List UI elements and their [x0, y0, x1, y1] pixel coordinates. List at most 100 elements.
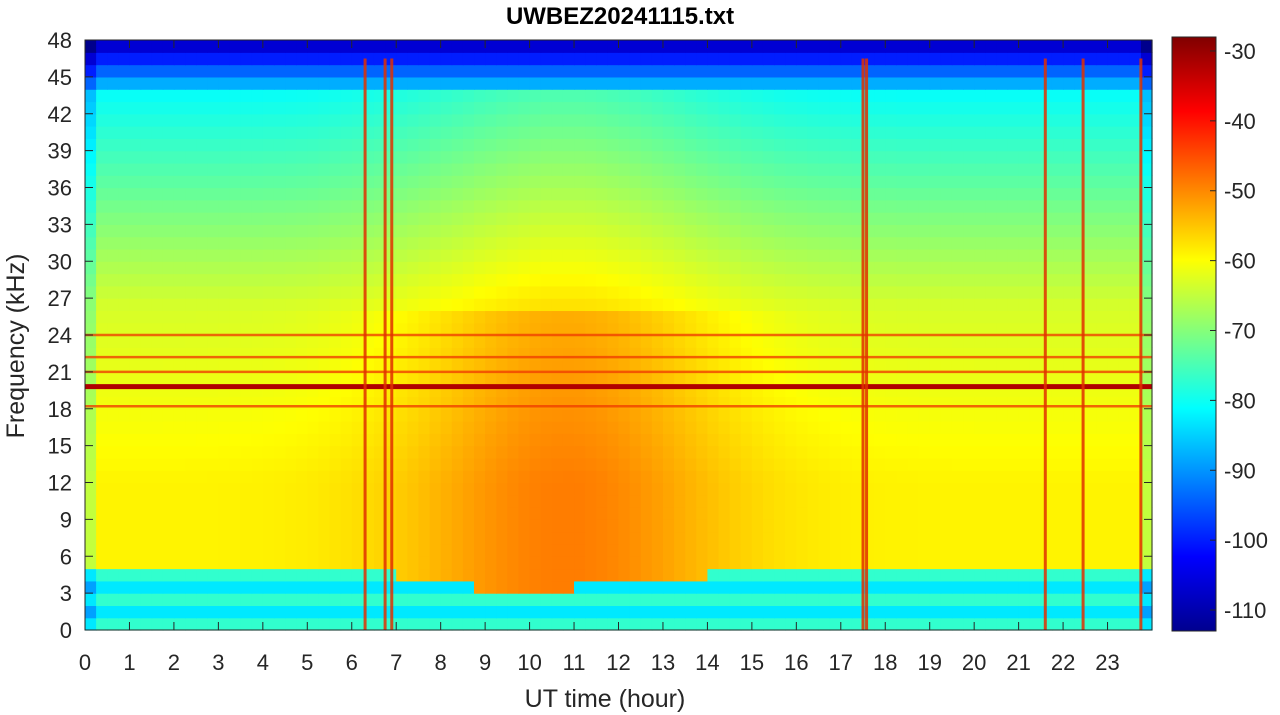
heatmap-cell: [796, 359, 809, 373]
heatmap-cell: [485, 64, 497, 78]
heatmap-cell: [618, 457, 631, 471]
heatmap-cell: [696, 126, 709, 139]
heatmap-cell: [596, 543, 608, 557]
heatmap-cell: [796, 384, 809, 398]
heatmap-cell: [1074, 224, 1086, 238]
heatmap-cell: [696, 470, 709, 484]
heatmap-cell: [107, 236, 119, 250]
heatmap-cell: [507, 162, 520, 176]
heatmap-cell: [396, 101, 408, 115]
heatmap-cell: [418, 224, 431, 238]
heatmap-cell: [774, 371, 786, 385]
heatmap-cell: [162, 64, 175, 78]
heatmap-cell: [751, 507, 764, 520]
heatmap-cell: [396, 64, 408, 78]
heatmap-cell: [373, 617, 386, 631]
heatmap-cell: [407, 298, 420, 312]
heatmap-cell: [162, 261, 175, 275]
heatmap-cell: [685, 433, 697, 447]
heatmap-cell: [207, 347, 219, 361]
heatmap-cell: [485, 322, 497, 336]
heatmap-cell: [651, 64, 664, 78]
heatmap-cell: [585, 236, 597, 250]
heatmap-cell: [1107, 457, 1120, 471]
heatmap-cell: [863, 236, 875, 250]
heatmap-cell: [851, 224, 864, 238]
heatmap-cell: [907, 580, 920, 594]
heatmap-cell: [285, 335, 297, 348]
heatmap-cell: [940, 40, 953, 53]
heatmap-cell: [762, 199, 775, 213]
heatmap-cell: [462, 371, 475, 385]
heatmap-cell: [963, 64, 975, 78]
heatmap-cell: [1007, 40, 1020, 53]
heatmap-cell: [585, 494, 597, 508]
heatmap-cell: [651, 335, 664, 348]
heatmap-cell: [418, 617, 431, 631]
heatmap-cell: [529, 359, 542, 373]
heatmap-cell: [551, 568, 564, 582]
heatmap-cell: [996, 396, 1009, 410]
heatmap-cell: [963, 199, 975, 213]
heatmap-cell: [1018, 40, 1031, 53]
heatmap-cell: [807, 580, 820, 594]
heatmap-cell: [362, 150, 375, 164]
heatmap-cell: [829, 371, 842, 385]
heatmap-cell: [1129, 421, 1142, 434]
heatmap-cell: [1096, 605, 1109, 619]
heatmap-cell: [963, 248, 975, 262]
heatmap-cell: [307, 150, 319, 164]
heatmap-cell: [874, 482, 886, 496]
heatmap-cell: [607, 519, 620, 533]
heatmap-cell: [740, 556, 753, 570]
heatmap-cell: [1063, 150, 1075, 164]
heatmap-cell: [829, 298, 842, 312]
heatmap-cell: [740, 445, 753, 459]
heatmap-cell: [918, 310, 931, 324]
heatmap-cell: [151, 617, 164, 631]
heatmap-cell: [874, 175, 886, 189]
heatmap-cell: [218, 494, 231, 508]
heatmap-cell: [474, 617, 486, 631]
heatmap-cell: [807, 101, 820, 115]
heatmap-cell: [1107, 359, 1120, 373]
heatmap-cell: [129, 445, 142, 459]
heatmap-cell: [651, 138, 664, 152]
heatmap-cell: [562, 494, 575, 508]
heatmap-cell: [273, 371, 286, 385]
heatmap-cell: [173, 40, 186, 53]
heatmap-cell: [185, 556, 197, 570]
heatmap-cell: [985, 89, 997, 103]
heatmap-cell: [629, 113, 642, 127]
heatmap-cell: [796, 335, 809, 348]
heatmap-cell: [1063, 40, 1075, 53]
heatmap-cell: [296, 89, 308, 103]
heatmap-cell: [596, 322, 608, 336]
heatmap-cell: [118, 384, 131, 398]
heatmap-cell: [651, 445, 664, 459]
heatmap-cell: [296, 580, 308, 594]
heatmap-cell: [207, 371, 219, 385]
heatmap-cell: [774, 408, 786, 422]
heatmap-cell: [273, 408, 286, 422]
heatmap-cell: [96, 40, 108, 53]
heatmap-cell: [185, 113, 197, 127]
heatmap-cell: [974, 457, 986, 471]
heatmap-cell: [518, 593, 531, 607]
heatmap-cell: [1029, 261, 1042, 275]
heatmap-cell: [996, 543, 1009, 557]
heatmap-cell: [474, 445, 486, 459]
heatmap-cell: [518, 199, 531, 213]
heatmap-cell: [496, 371, 508, 385]
heatmap-cell: [574, 101, 586, 115]
heatmap-cell: [918, 335, 931, 348]
heatmap-cell: [485, 162, 497, 176]
heatmap-cell: [1051, 285, 1064, 299]
heatmap-cell: [474, 64, 486, 78]
heatmap-cell: [96, 322, 108, 336]
x-tick-label: 12: [606, 650, 630, 675]
heatmap-cell: [218, 52, 231, 66]
heatmap-cell: [940, 162, 953, 176]
heatmap-cell: [1118, 285, 1131, 299]
heatmap-cell: [885, 507, 897, 520]
